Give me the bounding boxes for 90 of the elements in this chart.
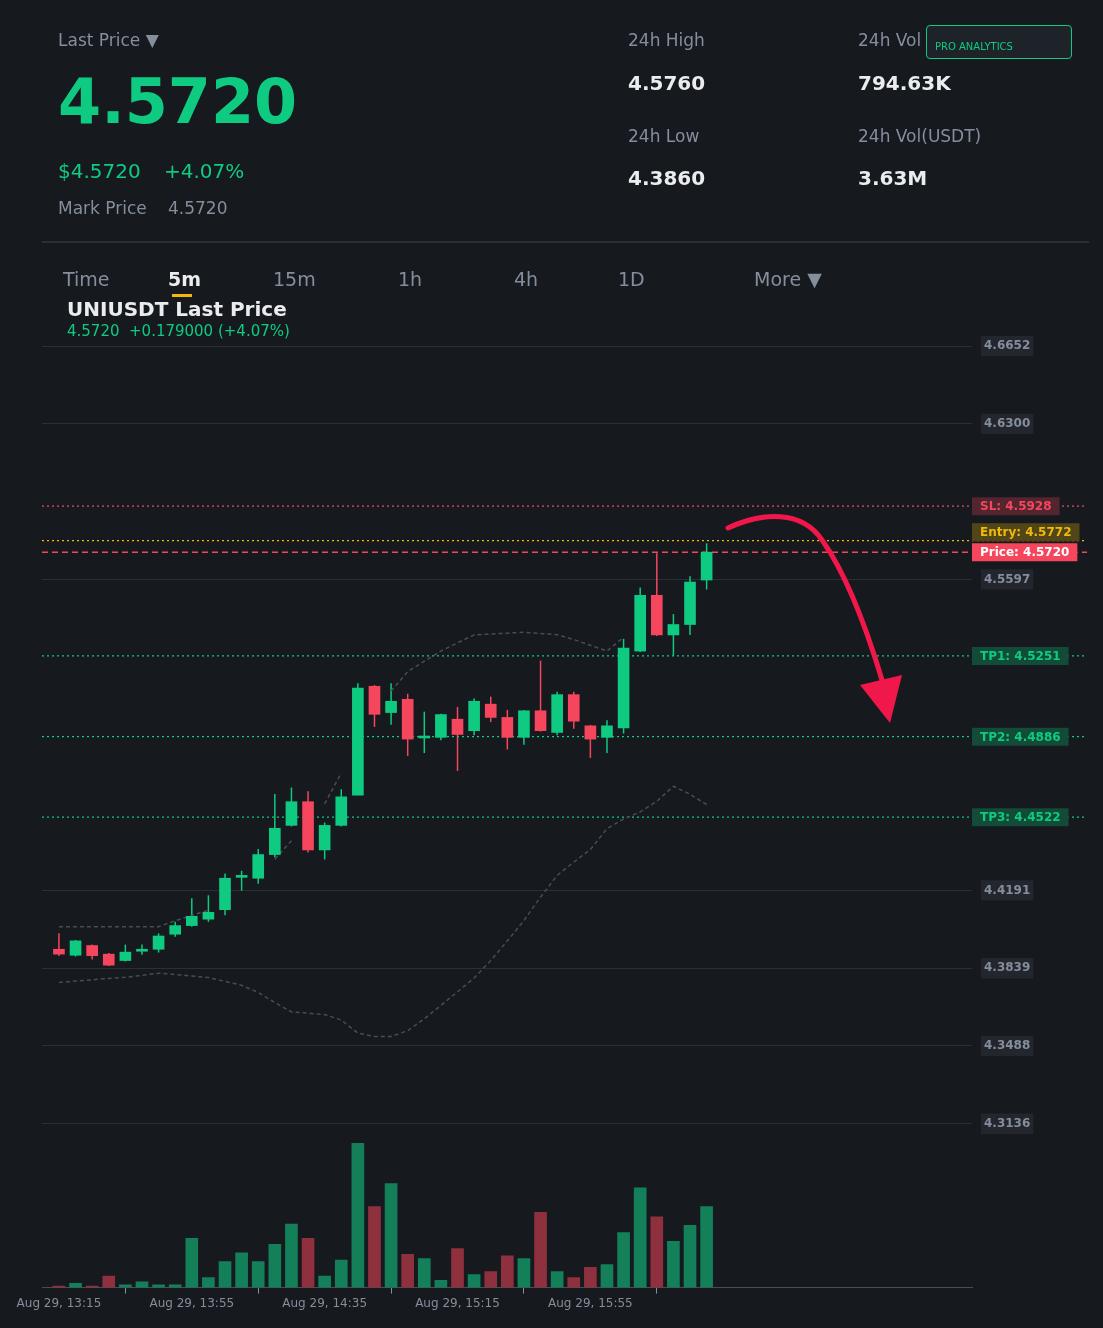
bar <box>351 1143 365 1288</box>
bar <box>484 1271 498 1288</box>
text: 4.5720 <box>58 65 298 138</box>
text: 4.5760 <box>628 71 706 95</box>
bar <box>268 1243 282 1288</box>
ref-line-label: TP3: 4.4522 <box>980 810 1061 825</box>
bar <box>235 1252 248 1288</box>
bar <box>467 1274 481 1288</box>
bar <box>401 1254 415 1288</box>
y-tick-label: 4.6300 <box>984 415 1031 430</box>
candlestick <box>484 695 497 723</box>
bar <box>285 1223 298 1288</box>
bar <box>617 1232 630 1288</box>
ref-line-label: Price: 4.5720 <box>980 545 1070 560</box>
text: Mark Price <box>58 198 147 219</box>
bar <box>667 1241 680 1288</box>
candlestick <box>235 869 248 892</box>
candlestick <box>185 897 198 928</box>
y-tick-label: 4.3839 <box>984 960 1031 975</box>
y-tick-label: 4.4191 <box>984 882 1031 897</box>
y-tick-label: 4.6652 <box>984 338 1031 353</box>
text: 24h High <box>628 30 705 51</box>
text: $4.5720 <box>58 159 141 183</box>
ref-line-label: Entry: 4.5772 <box>980 525 1072 540</box>
candlestick <box>451 706 464 772</box>
ref-line-label: TP1: 4.5251 <box>980 649 1061 664</box>
bar <box>218 1261 232 1288</box>
bar <box>202 1277 215 1288</box>
text: 24h Vol(USDT) <box>858 126 982 147</box>
text: 5m <box>168 268 202 291</box>
bar <box>700 1206 713 1288</box>
bar <box>517 1258 531 1288</box>
text: 24h Vol <box>858 30 922 51</box>
candlestick <box>385 682 397 726</box>
text: Last Price ▼ <box>58 30 159 51</box>
candlestick <box>152 932 165 954</box>
bar <box>334 1259 348 1288</box>
bar <box>152 1284 165 1288</box>
bar <box>417 1258 431 1288</box>
text: 1h <box>398 268 423 291</box>
ref-line-label: SL: 4.5928 <box>980 499 1052 514</box>
bar <box>102 1275 116 1288</box>
line-series <box>58 785 708 1038</box>
x-tick-label: Aug 29, 14:35 <box>282 1295 368 1310</box>
text: +4.07% <box>164 159 245 183</box>
text: 24h Low <box>628 126 700 147</box>
candlestick <box>136 943 148 956</box>
bar <box>368 1206 381 1288</box>
y-tick-label: 4.3488 <box>984 1038 1031 1053</box>
chart-title: UNIUSDT Last Price <box>67 297 287 321</box>
text: 4h <box>514 268 539 291</box>
text: 4.3860 <box>628 166 706 190</box>
text: 15m <box>273 268 316 291</box>
bar <box>683 1225 697 1288</box>
bar <box>501 1255 514 1288</box>
bar <box>567 1277 581 1288</box>
bar <box>168 1284 182 1288</box>
candlestick <box>53 932 65 957</box>
bar <box>584 1267 597 1288</box>
text: More ▼ <box>754 268 822 291</box>
bar <box>185 1238 199 1288</box>
y-tick-label: 4.3136 <box>984 1115 1031 1130</box>
text: 794.63K <box>858 71 951 95</box>
bar <box>318 1275 331 1288</box>
bar <box>550 1271 564 1288</box>
candlestick <box>202 894 215 923</box>
bar <box>451 1248 464 1288</box>
bar <box>135 1281 149 1288</box>
bar <box>119 1284 132 1288</box>
x-tick-label: Aug 29, 13:15 <box>16 1295 102 1310</box>
text: PRO ANALYTICS <box>926 25 1072 59</box>
bar <box>534 1212 547 1288</box>
bar <box>650 1216 664 1288</box>
bar <box>301 1238 315 1288</box>
text: 1D <box>618 268 645 291</box>
y-tick-label: 4.5597 <box>984 571 1031 586</box>
text: 4.5720 <box>168 198 228 219</box>
bar <box>384 1183 398 1288</box>
text: 3.63M <box>858 166 928 190</box>
ref-line-label: TP2: 4.4886 <box>980 729 1061 744</box>
x-tick-label: Aug 29, 15:15 <box>415 1295 500 1310</box>
bar <box>251 1261 265 1288</box>
text: Time <box>63 268 110 291</box>
x-tick-label: Aug 29, 15:55 <box>548 1295 633 1310</box>
bar <box>633 1187 647 1288</box>
bar <box>600 1264 614 1288</box>
chart-subtitle: 4.5720 +0.179000 (+4.07%) <box>67 322 290 340</box>
x-tick-label: Aug 29, 13:55 <box>149 1295 235 1310</box>
candlestick <box>534 659 547 733</box>
candlestick <box>501 709 514 751</box>
